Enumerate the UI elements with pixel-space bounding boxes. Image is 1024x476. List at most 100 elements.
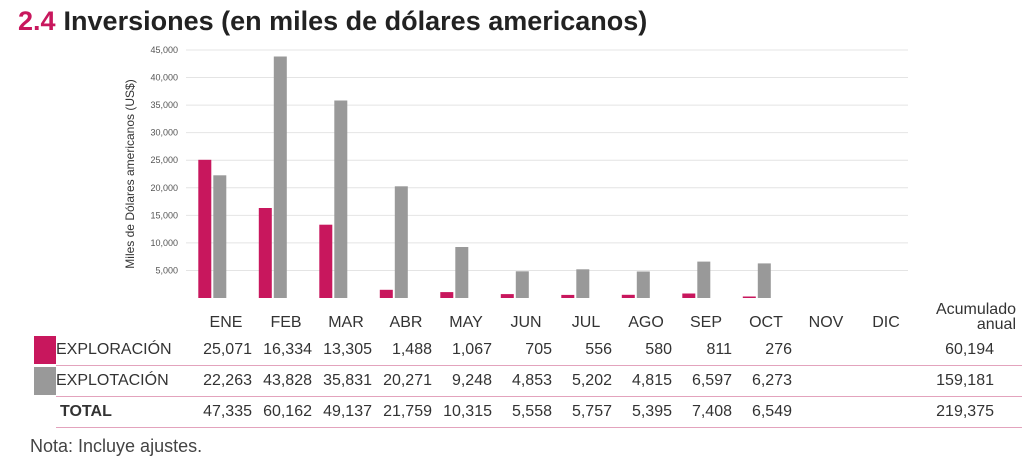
y-tick-label: 15,000	[150, 210, 178, 220]
table-cell: 6,273	[736, 365, 796, 397]
y-axis-ticks: 5,000 10,000 15,000 20,000 25,000 30,000 35,00…	[150, 45, 178, 275]
table-cell: 6,597	[676, 365, 736, 397]
table-cell	[856, 335, 916, 366]
table-cell	[856, 365, 916, 397]
explotacion-swatch	[30, 366, 56, 397]
month-header: MAR	[328, 314, 364, 331]
y-axis-label: Miles de Dólares americanos (US$)	[123, 79, 137, 268]
table-cell: 10,315	[436, 396, 496, 428]
table-cell: 35,831	[316, 365, 376, 397]
table-cell	[856, 396, 916, 428]
month-header: MAY	[449, 314, 483, 331]
section-number: 2.4	[18, 6, 56, 36]
bar-explotacion-abr	[394, 186, 408, 298]
month-header: NOV	[808, 314, 844, 331]
bar-explotacion-mar	[334, 100, 348, 298]
table-cell	[796, 396, 856, 428]
table-cell: 21,759	[376, 396, 436, 428]
total-swatch-spacer	[30, 397, 56, 428]
bar-explotacion-oct	[757, 263, 771, 298]
accum-header-line2: anual	[976, 316, 1016, 333]
table-cell: 22,263	[196, 365, 256, 397]
month-header: AGO	[628, 314, 664, 331]
month-header: SEP	[689, 314, 722, 331]
table-cell: 811	[676, 335, 736, 366]
table-cell: 43,828	[256, 365, 316, 397]
table-cell: 5,558	[496, 396, 556, 428]
table-cell: 5,202	[556, 365, 616, 397]
month-header-row: ENE FEB MAR ABR MAY JUN JUL AGO SEP OCT …	[30, 302, 1022, 335]
bar-exploracion-sep	[682, 293, 696, 298]
bar-explotacion-ene	[213, 175, 227, 298]
bar-explotacion-jun	[515, 271, 529, 298]
bar-exploracion-mar	[319, 224, 333, 298]
table-cell: 705	[496, 335, 556, 366]
row-label: EXPLOTACIÓN	[56, 365, 196, 397]
table-cell: 60,162	[256, 396, 316, 428]
total-row: TOTAL 47,335 60,162 49,137 21,759 10,315…	[30, 396, 1022, 428]
bar-exploracion-jul	[561, 294, 575, 298]
y-tick-label: 10,000	[150, 238, 178, 248]
table-cell: 7,408	[676, 396, 736, 428]
data-table: ENE FEB MAR ABR MAY JUN JUL AGO SEP OCT …	[30, 302, 1022, 428]
table-cell: 4,815	[616, 365, 676, 397]
table-cell: 276	[736, 335, 796, 366]
bars-layer	[198, 56, 771, 298]
table-cell: 4,853	[496, 365, 556, 397]
table-cell: 20,271	[376, 365, 436, 397]
month-header: ABR	[389, 314, 423, 331]
bar-explotacion-jul	[576, 269, 590, 298]
exploracion-row: EXPLORACIÓN 25,071 16,334 13,305 1,488 1…	[30, 335, 1022, 366]
accum-header: Acumulado anual	[916, 302, 1022, 335]
table-cell	[796, 335, 856, 366]
table-cell	[796, 365, 856, 397]
y-tick-label: 30,000	[150, 128, 178, 138]
month-header: JUN	[510, 314, 542, 331]
table-cell: 1,488	[376, 335, 436, 366]
bar-exploracion-ene	[198, 159, 212, 298]
row-label: EXPLORACIÓN	[56, 335, 196, 366]
table-cell: 49,137	[316, 396, 376, 428]
month-header: ENE	[209, 314, 243, 331]
table-cell: 9,248	[436, 365, 496, 397]
month-header: FEB	[270, 314, 302, 331]
bar-exploracion-oct	[742, 296, 756, 298]
row-label: TOTAL	[56, 396, 196, 428]
exploracion-swatch	[30, 335, 56, 366]
table-cell: 13,305	[316, 335, 376, 366]
table-cell: 580	[616, 335, 676, 366]
table-cell: 47,335	[196, 396, 256, 428]
bar-explotacion-feb	[273, 56, 287, 298]
table-cell: 556	[556, 335, 616, 366]
investment-bar-chart: 5,000 10,000 15,000 20,000 25,000 30,000 35,00…	[123, 45, 908, 298]
bar-exploracion-jun	[500, 294, 514, 298]
bar-exploracion-abr	[379, 289, 393, 298]
footnote: Nota: Incluye ajustes.	[30, 436, 203, 456]
accum-cell: 159,181	[916, 365, 1022, 397]
table-cell: 5,757	[556, 396, 616, 428]
y-tick-label: 45,000	[150, 45, 178, 55]
swatch-header	[30, 302, 56, 335]
grid-layer	[186, 49, 908, 271]
y-tick-label: 40,000	[150, 73, 178, 83]
bar-exploracion-ago	[621, 294, 635, 298]
table-cell: 16,334	[256, 335, 316, 366]
accum-header-line1: Acumulado	[935, 301, 1016, 318]
title-text: Inversiones (en miles de dólares america…	[63, 6, 648, 36]
table-cell: 6,549	[736, 396, 796, 428]
y-tick-label: 25,000	[150, 155, 178, 165]
bar-exploracion-may	[440, 292, 454, 298]
table-cell: 5,395	[616, 396, 676, 428]
month-header: JUL	[571, 314, 601, 331]
accum-cell: 60,194	[916, 335, 1022, 366]
bar-explotacion-ago	[636, 271, 650, 298]
y-tick-label: 35,000	[150, 100, 178, 110]
bar-exploracion-feb	[258, 208, 272, 298]
chart-title: 2.4 Inversiones (en miles de dólares amer…	[18, 6, 647, 37]
y-tick-label: 5,000	[155, 265, 178, 275]
bar-explotacion-may	[455, 247, 469, 298]
explotacion-row: EXPLOTACIÓN 22,263 43,828 35,831 20,271 …	[30, 365, 1022, 397]
label-header	[56, 302, 196, 335]
month-header: OCT	[749, 314, 783, 331]
table-cell: 25,071	[196, 335, 256, 366]
